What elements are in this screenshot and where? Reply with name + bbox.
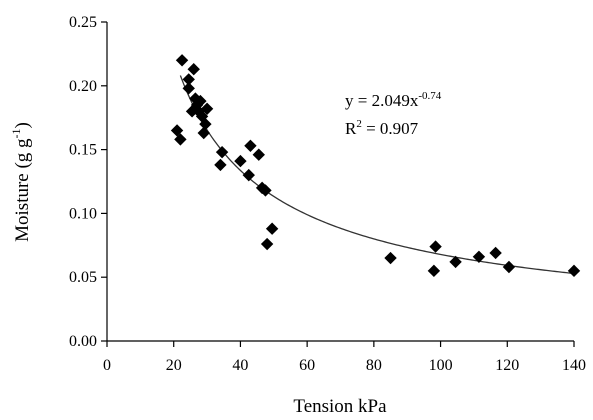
equation-label: y = 2.049x-0.74 <box>345 90 442 110</box>
y-tick-label: 0.15 <box>69 142 97 159</box>
data-point <box>194 94 207 108</box>
data-point <box>252 148 265 161</box>
data-point <box>182 82 195 95</box>
data-point <box>187 63 200 76</box>
data-point <box>189 92 202 105</box>
data-point <box>200 102 214 115</box>
y-tick-label: 0.05 <box>69 269 97 286</box>
y-axis-title: Moisture (g g-1) <box>9 122 33 242</box>
data-point <box>567 264 581 278</box>
data-point <box>449 255 462 269</box>
data-point <box>174 133 187 146</box>
data-point <box>215 145 229 159</box>
y-tick-label: 0.10 <box>69 205 97 222</box>
x-tick-label: 100 <box>429 357 453 374</box>
x-tick-label: 60 <box>299 357 315 374</box>
equation-exponent: -0.74 <box>418 90 441 102</box>
axes <box>106 22 574 342</box>
data-point <box>182 73 195 86</box>
data-point <box>429 240 442 253</box>
data-point <box>214 158 227 172</box>
data-point <box>192 105 205 118</box>
data-point <box>259 184 272 197</box>
data-point <box>242 168 255 182</box>
data-point <box>502 260 516 274</box>
x-tick-label: 80 <box>366 357 382 374</box>
data-point <box>197 126 210 140</box>
data-point <box>234 154 247 168</box>
data-point <box>199 117 212 131</box>
x-tick-label: 20 <box>166 357 182 374</box>
x-tick-label: 40 <box>232 357 248 374</box>
x-ticks: 0 20 40 60 80 100 120 140 <box>103 341 586 374</box>
data-point <box>265 222 279 235</box>
x-tick-label: 140 <box>562 357 586 374</box>
x-axis-title: Tension kPa <box>293 396 387 417</box>
data-point <box>472 250 486 263</box>
data-point <box>260 237 274 251</box>
y-tick-label: 0.20 <box>69 78 97 95</box>
data-point <box>244 139 257 152</box>
data-points <box>170 54 581 278</box>
data-point <box>489 246 502 260</box>
data-point <box>384 251 397 265</box>
y-tick-label: 0.00 <box>69 333 97 350</box>
r-squared-label: R2 = 0.907 <box>345 118 419 138</box>
data-point <box>175 54 189 67</box>
data-point <box>427 264 441 278</box>
x-tick-label: 120 <box>495 357 519 374</box>
y-ticks: 0.00 0.05 0.10 0.15 0.20 0.25 <box>69 14 107 350</box>
y-tick-label: 0.25 <box>69 14 97 31</box>
x-tick-label: 0 <box>103 357 111 374</box>
